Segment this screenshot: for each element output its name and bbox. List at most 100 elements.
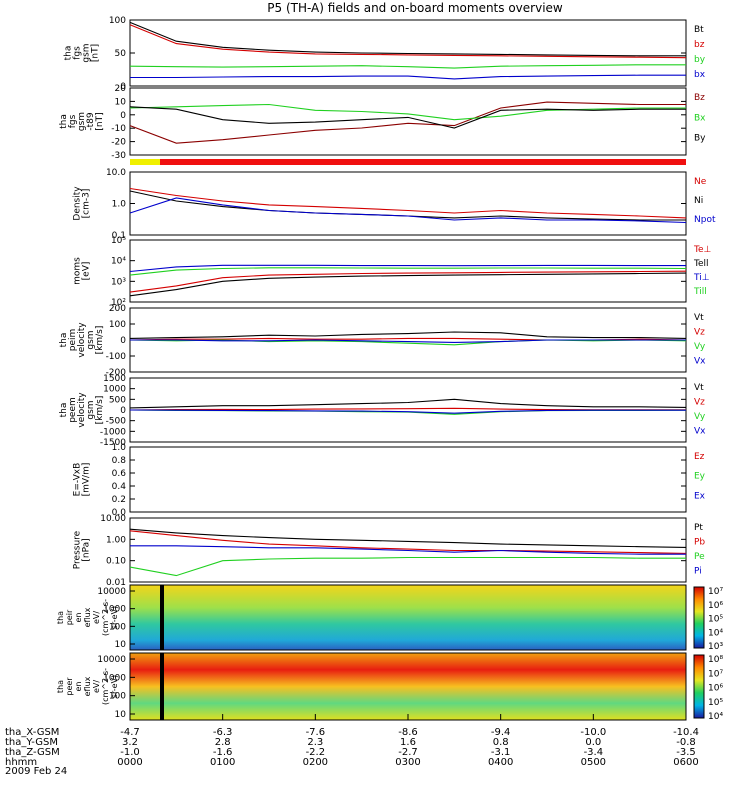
- orbit-value: -2.2: [306, 747, 326, 758]
- y-axis-label: [mV/m]: [82, 463, 92, 497]
- y-tick-label: -100: [106, 352, 127, 362]
- y-tick-label: -10: [111, 124, 126, 134]
- y-axis-label: Pressure: [73, 530, 83, 569]
- series-line-Tell: [129, 272, 687, 297]
- legend-Tell: Tell: [693, 259, 709, 269]
- orbit-value: -7.6: [306, 727, 326, 738]
- y-tick-label: 1000: [103, 673, 126, 683]
- y-axis-label: [km/s]: [95, 326, 105, 355]
- colorbar-label: 10⁵: [708, 615, 723, 625]
- data-gap-bar: [160, 585, 164, 650]
- y-axis-label: tha: [59, 114, 69, 129]
- y-axis-label: [eV]: [82, 262, 92, 281]
- series-line-Vx: [129, 409, 686, 414]
- panel-pressure: 10.00 1.00 0.10 0.01 Pressure [nPa] Pt Pb Pe Pi: [73, 514, 706, 588]
- legend-Te⊥: Te⊥: [693, 245, 712, 255]
- panel-temperature: 10⁵ 10⁴ 10³ 10² moms [eV] Te⊥ Tell Ti⊥ Till: [73, 236, 712, 308]
- y-tick-label: 0: [120, 406, 126, 416]
- y-tick-label: 100: [109, 320, 126, 330]
- orbit-value: 3.2: [122, 737, 138, 748]
- y-axis-label: tha: [64, 46, 74, 61]
- orbit-labels: tha_X-GSM -4.7 -6.3 -7.6 -8.6 -9.4 -10.0 -10.4 t…: [5, 714, 699, 768]
- legend-Till: Till: [693, 287, 707, 297]
- orbit-value: -10.4: [673, 727, 699, 738]
- time-tick-label: 0100: [210, 757, 235, 768]
- y-axis-label: gsm: [86, 330, 96, 349]
- colorbar-label: 10⁶: [708, 684, 723, 694]
- y-axis-label: velocity: [77, 392, 87, 428]
- panel-frame: [129, 171, 687, 236]
- y-tick-label: 10: [115, 97, 127, 107]
- orbit-value: -3.1: [491, 747, 511, 758]
- y-tick-label: 10: [115, 710, 127, 720]
- colorbar-label: 10⁷: [708, 587, 723, 597]
- y-tick-label: 100: [109, 622, 126, 632]
- y-axis-label: [nT]: [95, 112, 105, 130]
- y-tick-label: -1000: [100, 427, 126, 437]
- orbit-value: 0.8: [493, 737, 509, 748]
- orbit-value: 1.6: [400, 737, 416, 748]
- y-tick-label: 100: [109, 16, 126, 26]
- legend-Ex: Ex: [694, 491, 706, 501]
- y-axis-label: sr-eV): [110, 606, 119, 629]
- legend-Pt: Pt: [694, 523, 703, 533]
- orbit-value: -1.6: [213, 747, 233, 758]
- series-line-by: [129, 64, 686, 69]
- y-tick-label: 0.0: [112, 508, 127, 518]
- colorbar-label: 10⁴: [708, 628, 723, 638]
- time-tick-label: 0300: [395, 757, 420, 768]
- series-line-Vt: [129, 398, 687, 409]
- legend-Pi: Pi: [694, 567, 702, 577]
- series-line-bx: [130, 74, 686, 80]
- legend-By: By: [694, 134, 706, 144]
- legend-Ni: Ni: [694, 196, 703, 206]
- time-tick-label: 0000: [117, 757, 142, 768]
- y-tick-label: 0: [120, 111, 126, 121]
- y-axis-label: Density: [73, 186, 83, 221]
- spectrogram-frame: [129, 584, 687, 651]
- y-axis-label: [cm-3]: [82, 189, 92, 219]
- legend-Vt: Vt: [694, 383, 704, 393]
- y-axis-label: eflux: [83, 676, 92, 696]
- spectrogram-peir_eflux: 10000 1000 100 10 tha peir en eflux eV/(cm^2-s-s…: [56, 584, 723, 652]
- y-axis-label: peem: [68, 397, 78, 423]
- y-tick-label: 10⁵: [111, 236, 126, 246]
- y-tick-label: -200: [106, 368, 127, 378]
- y-tick-label: 10000: [97, 655, 126, 665]
- y-tick-label: 0: [120, 82, 126, 92]
- y-tick-label: 10.00: [100, 514, 126, 524]
- panel-density: 10.0 1.0 0.1 Density [cm-3] Ne Ni Npot: [73, 168, 716, 241]
- y-tick-label: 1.00: [106, 535, 126, 545]
- y-tick-label: 0: [120, 336, 126, 346]
- orbit-row-label: hhmm: [5, 757, 37, 768]
- orbit-value: -3.4: [584, 747, 604, 758]
- y-tick-label: 10³: [111, 277, 126, 287]
- status-bar-yellow: [130, 159, 160, 165]
- orbit-value: -3.5: [676, 747, 696, 758]
- time-tick-label: 0600: [673, 757, 698, 768]
- legend-Npot: Npot: [694, 215, 716, 225]
- y-tick-label: 1.0: [112, 200, 127, 210]
- y-axis-label: (cm^2-s-: [101, 599, 110, 636]
- y-tick-label: 1000: [103, 385, 126, 395]
- date-label: 2009 Feb 24: [5, 766, 67, 777]
- y-axis-label: gsm: [77, 112, 87, 131]
- orbit-value: -4.7: [120, 727, 140, 738]
- legend-Pb: Pb: [694, 538, 705, 548]
- series-line-Till: [129, 267, 687, 276]
- y-tick-label: 0.01: [106, 578, 126, 588]
- y-axis-label: eV/: [92, 680, 101, 693]
- orbit-value: -1.0: [120, 747, 140, 758]
- series-line-Bz: [129, 101, 686, 144]
- series-line-Npot: [129, 197, 687, 224]
- spectrogram-peer_eflux: 10000 1000 100 10 tha peer en eflux eV/(cm^2-s-s…: [56, 652, 723, 722]
- y-tick-label: -1500: [100, 438, 126, 448]
- y-axis-label: -t89: [86, 112, 96, 131]
- legend-by: by: [694, 55, 706, 65]
- legend-Ti⊥: Ti⊥: [693, 273, 710, 283]
- y-axis-label: eV/: [92, 611, 101, 624]
- legend-Bz: Bz: [694, 93, 705, 103]
- y-axis-label: moms: [73, 257, 83, 285]
- colorbar-label: 10⁵: [708, 698, 723, 708]
